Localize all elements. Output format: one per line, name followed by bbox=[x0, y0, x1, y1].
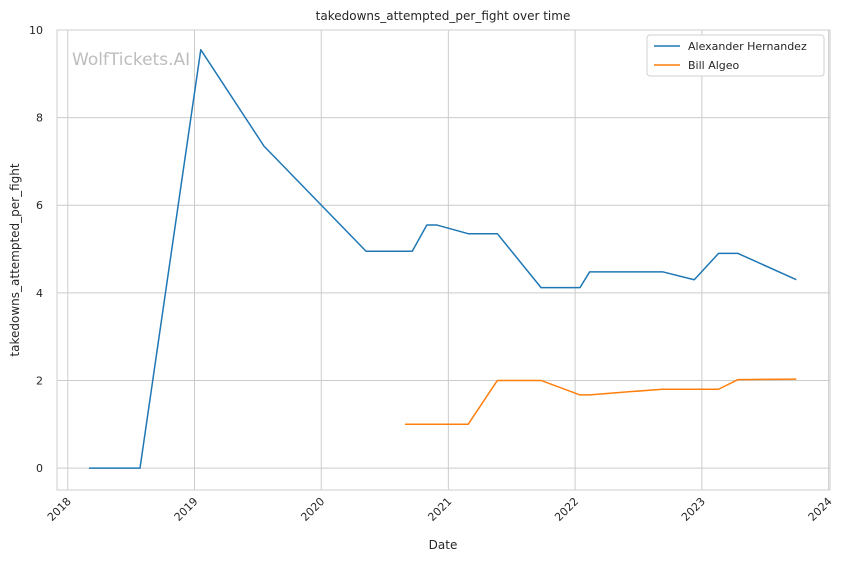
x-tick-label: 2024 bbox=[806, 495, 835, 524]
series-line-bill-algeo bbox=[404, 378, 797, 426]
y-axis-title: takedowns_attempted_per_fight bbox=[8, 163, 22, 356]
y-tick-label: 0 bbox=[36, 462, 43, 475]
y-tick-label: 2 bbox=[36, 374, 43, 387]
y-tick-labels: 0 2 4 6 8 10 bbox=[29, 24, 43, 475]
series-layer bbox=[88, 48, 797, 469]
y-tick-label: 10 bbox=[29, 24, 43, 37]
x-tick-labels: 2018 2019 2020 2021 2022 2023 2024 bbox=[45, 495, 835, 524]
y-tick-label: 4 bbox=[36, 287, 43, 300]
legend-label: Alexander Hernandez bbox=[688, 40, 807, 53]
chart-title: takedowns_attempted_per_fight over time bbox=[316, 9, 571, 23]
x-tick-label: 2018 bbox=[45, 495, 74, 524]
legend-box bbox=[646, 34, 825, 77]
x-tick-label: 2023 bbox=[679, 495, 708, 524]
plot-background bbox=[57, 30, 830, 490]
x-axis-title: Date bbox=[429, 538, 458, 552]
plot-frame bbox=[56, 29, 831, 491]
watermark-text: WolfTickets.AI bbox=[72, 50, 190, 70]
y-tick-label: 6 bbox=[36, 199, 43, 212]
series-line-alexander-hernandez bbox=[88, 48, 797, 469]
y-tick-label: 8 bbox=[36, 112, 43, 125]
x-tick-label: 2019 bbox=[172, 495, 201, 524]
x-tick-label: 2020 bbox=[298, 495, 327, 524]
legend: Alexander Hernandez Bill Algeo bbox=[646, 34, 825, 77]
x-tick-label: 2022 bbox=[552, 495, 581, 524]
legend-label: Bill Algeo bbox=[688, 59, 740, 72]
x-tick-label: 2021 bbox=[425, 495, 454, 524]
